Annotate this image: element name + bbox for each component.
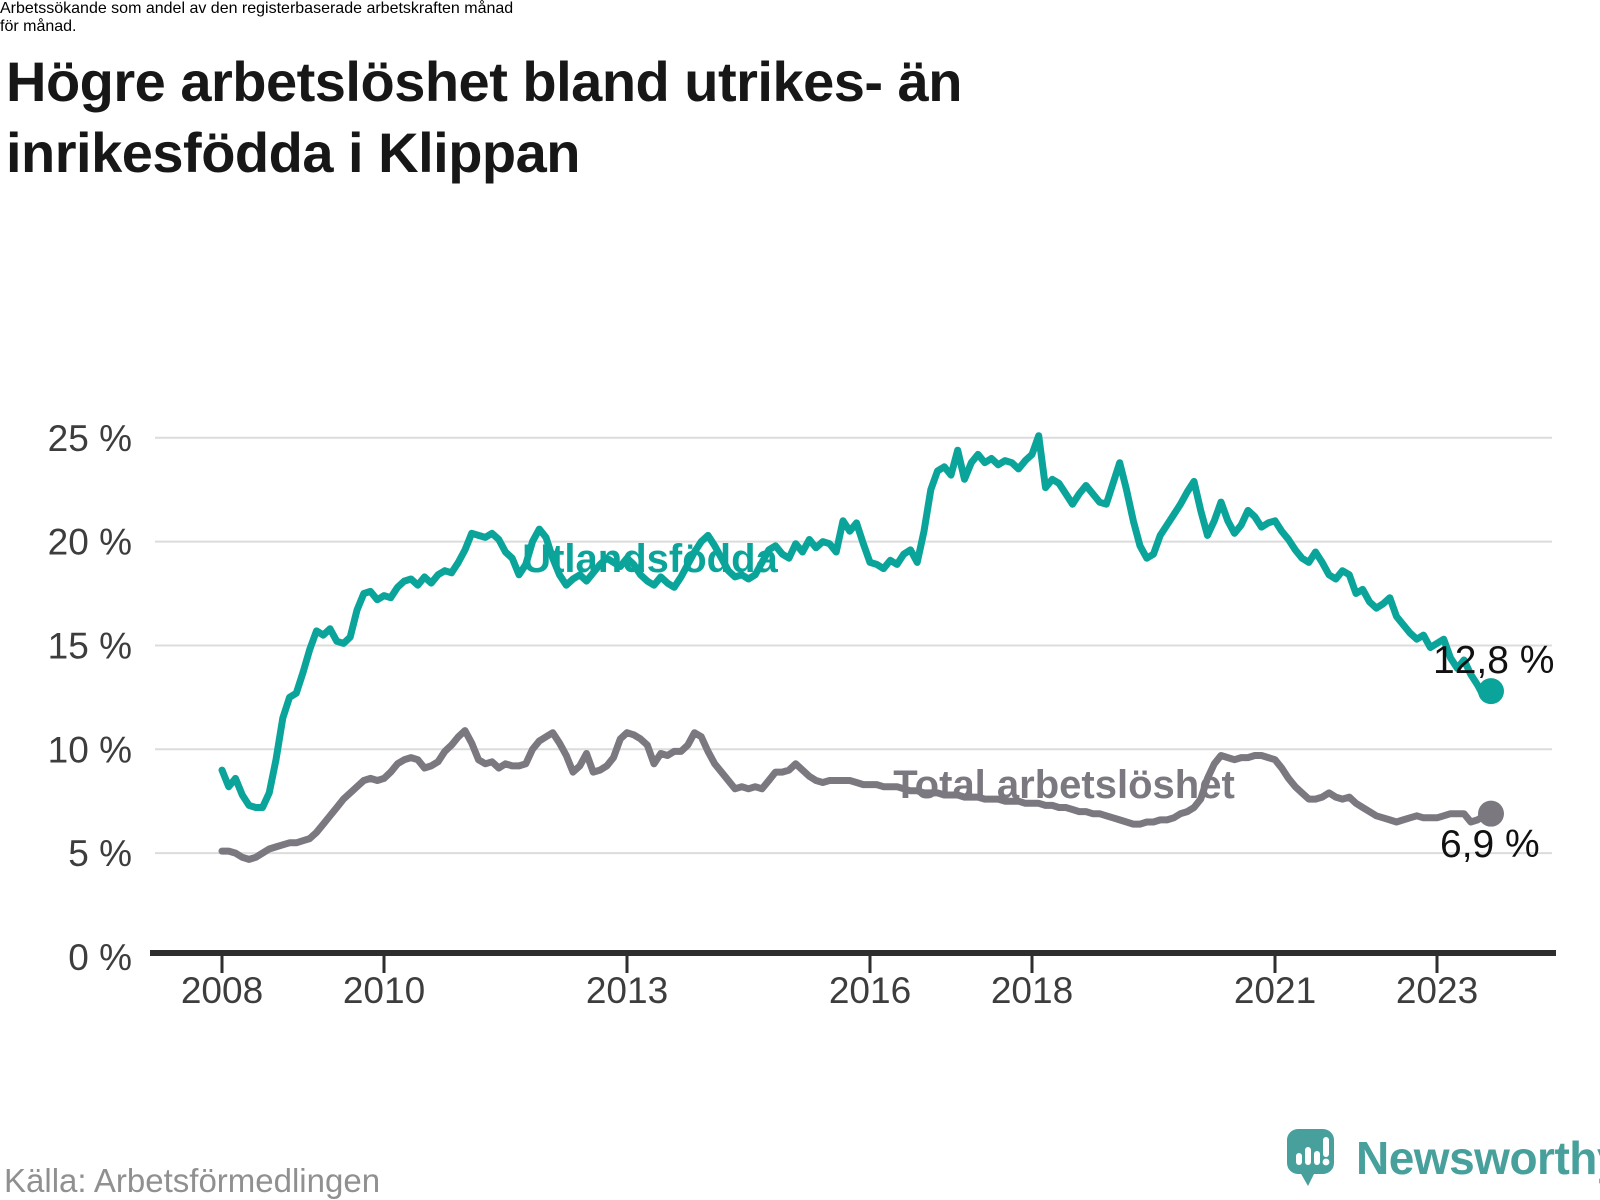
series-label-total-arbetsloshet: Total arbetslöshet (893, 763, 1235, 807)
series-label-utlandsfodda: Utlandsfödda (522, 537, 778, 581)
x-axis: 2008 2010 2013 2016 2018 2021 2023 (150, 950, 1556, 1011)
end-value-label-utlandsfodda: 12,8 % (1433, 639, 1554, 682)
x-tick-label-2018: 2018 (991, 970, 1073, 1011)
end-value-label-total: 6,9 % (1440, 823, 1540, 866)
series-line-0 (218, 432, 1495, 811)
y-tick-label-10: 10 % (48, 729, 132, 770)
x-tick-label-2013: 2013 (586, 970, 668, 1011)
y-tick-label-20: 20 % (48, 522, 132, 563)
newsworthy-logo[interactable]: Newsworthy (1286, 1128, 1600, 1188)
y-tick-label-25: 25 % (48, 418, 132, 459)
newsworthy-icon (1287, 1129, 1334, 1186)
page-title: Högre arbetslöshet bland utrikes- än inr… (6, 46, 962, 188)
gridlines (155, 436, 1552, 855)
subtitle-line-2: för månad. (0, 18, 77, 35)
y-axis-labels: 0 % 5 % 10 % 15 % 20 % 25 % (48, 418, 132, 978)
series-lines (218, 432, 1504, 863)
x-tick-label-2021: 2021 (1234, 970, 1316, 1011)
x-tick-label-2010: 2010 (343, 970, 425, 1011)
source-note: Källa: Arbetsförmedlingen (4, 1162, 381, 1199)
series-line-1 (218, 727, 1495, 863)
y-tick-label-5: 5 % (68, 833, 132, 874)
x-tick-label-2008: 2008 (181, 970, 263, 1011)
y-tick-label-15: 15 % (48, 625, 132, 666)
series-end-dot-1 (1478, 800, 1504, 827)
y-tick-label-0: 0 % (68, 937, 132, 978)
page-title-line-2: inrikesfödda i Klippan (6, 120, 580, 184)
newsworthy-brand-text: Newsworthy (1356, 1132, 1600, 1184)
subtitle-line-1: Arbetssökande som andel av den registerb… (0, 0, 514, 17)
x-tick-label-2016: 2016 (829, 970, 911, 1011)
series-end-dot-0 (1478, 678, 1504, 705)
page-title-line-1: Högre arbetslöshet bland utrikes- än (6, 49, 962, 113)
x-tick-label-2023: 2023 (1396, 970, 1478, 1011)
